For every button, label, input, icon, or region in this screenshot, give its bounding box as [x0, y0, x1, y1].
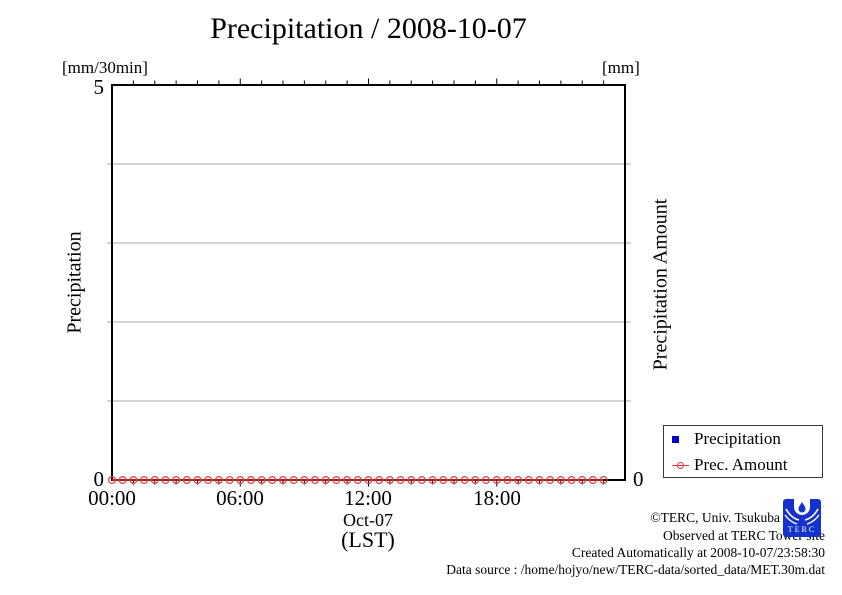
terc-logo-icon: TERC: [783, 499, 821, 537]
chart-title: Precipitation / 2008-10-07: [210, 12, 527, 45]
left-axis-title: Precipitation: [63, 231, 86, 334]
x-tick-0600: 06:00: [216, 486, 264, 510]
created-timestamp-text: Created Automatically at 2008-10-07/23:5…: [571, 545, 825, 560]
x-tick-1800: 18:00: [473, 486, 521, 510]
left-axis-unit: [mm/30min]: [62, 58, 148, 77]
left-axis-tick-max: 5: [93, 75, 105, 99]
legend-marker-precipitation-wrap: [672, 435, 694, 443]
legend-label-precipitation: Precipitation: [694, 429, 781, 448]
legend-row-precipitation: Precipitation: [664, 426, 822, 452]
svg-text:TERC: TERC: [788, 525, 816, 534]
marker-circle: [677, 461, 684, 469]
red-open-circle-marker-icon: [672, 461, 689, 470]
x-tick-0000: 00:00: [88, 486, 136, 510]
x-tick-1200: 12:00: [344, 486, 392, 510]
right-axis-title: Precipitation Amount: [649, 198, 672, 371]
copyright-text: ©TERC, Univ. Tsukuba: [650, 510, 780, 525]
legend-box: Precipitation Prec. Amount: [663, 425, 823, 478]
left-axis-tick-min: 0: [93, 467, 105, 491]
legend-label-prec-amount: Prec. Amount: [694, 455, 788, 474]
blue-square-marker-icon: [672, 435, 679, 443]
right-axis-unit: [mm]: [602, 58, 640, 77]
x-axis-timezone-label: (LST): [341, 527, 395, 552]
right-axis-tick-min: 0: [633, 467, 644, 491]
legend-row-prec-amount: Prec. Amount: [664, 452, 822, 478]
data-source-text: Data source : /home/hojyo/new/TERC-data/…: [446, 562, 825, 577]
legend-marker-prec-amount-wrap: [672, 461, 694, 470]
x-axis-date-label: Oct-07: [343, 510, 393, 530]
